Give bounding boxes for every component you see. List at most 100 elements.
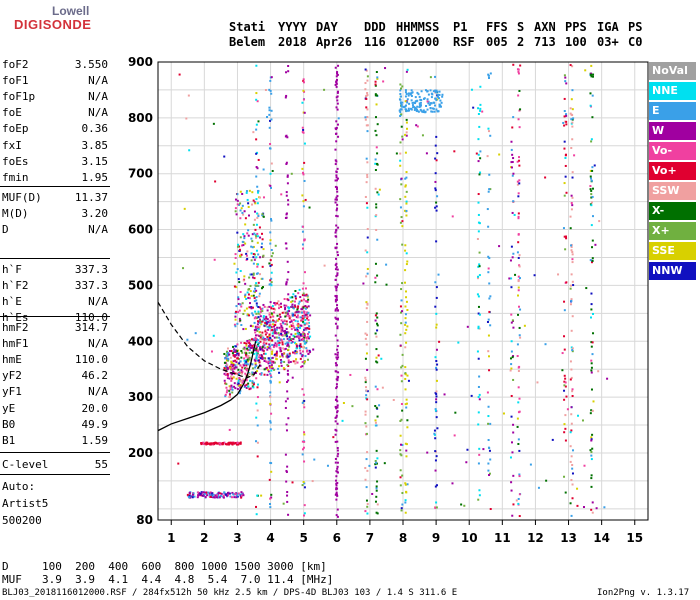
echo-point (296, 323, 299, 326)
echo-point (335, 378, 338, 381)
echo-point (228, 492, 231, 495)
echo-point (284, 334, 287, 337)
echo-point (245, 355, 248, 358)
echo-point (299, 316, 302, 319)
echo-point (365, 499, 368, 502)
echo-point (251, 306, 254, 309)
echo-point (571, 349, 574, 352)
echo-point (225, 359, 228, 362)
echo-point (286, 174, 289, 177)
echo-point (271, 305, 274, 308)
echo-point (251, 246, 254, 249)
echo-point (374, 421, 377, 424)
echo-point (204, 496, 207, 499)
echo-point (375, 103, 378, 106)
echo-point (477, 312, 480, 315)
echo-point (435, 326, 438, 329)
echo-point (477, 113, 480, 116)
echo-point (270, 219, 273, 222)
echo-point (268, 305, 271, 308)
echo-point (271, 356, 274, 359)
echo-point (234, 359, 237, 362)
echo-point (364, 413, 367, 416)
echo-point (261, 307, 264, 310)
echo-point (299, 333, 302, 336)
echo-point (405, 214, 408, 217)
echo-point (418, 95, 421, 98)
echo-point (365, 334, 368, 337)
echo-point (436, 427, 439, 430)
echo-point (439, 99, 442, 102)
echo-point (399, 159, 402, 162)
echo-point (365, 157, 368, 160)
echo-point (335, 387, 338, 390)
echo-point (257, 383, 260, 386)
echo-point (269, 79, 272, 82)
echo-point (375, 228, 378, 231)
echo-point (517, 401, 520, 404)
echo-point (247, 202, 250, 205)
echo-point (234, 198, 237, 201)
echo-point (518, 334, 521, 337)
echo-point (404, 332, 407, 335)
echo-point (254, 316, 257, 319)
echo-point (240, 496, 243, 499)
echo-point (351, 405, 354, 408)
echo-point (255, 505, 258, 508)
param-row-hes: h`Es 110.0 (2, 311, 108, 324)
echo-point (591, 501, 594, 504)
echo-point (243, 364, 246, 367)
echo-point (293, 314, 296, 317)
echo-point (376, 152, 379, 155)
x-tick-label: 13 (560, 531, 577, 545)
echo-point (302, 205, 305, 208)
echo-point (335, 160, 338, 163)
echo-point (254, 236, 257, 239)
echo-point (228, 393, 231, 396)
echo-point (258, 361, 261, 364)
echo-point (406, 325, 409, 328)
param-value: 3.20 (81, 207, 109, 221)
echo-point (237, 492, 240, 495)
echo-point (257, 342, 260, 345)
echo-point (376, 191, 379, 194)
echo-point (518, 397, 521, 400)
echo-point (489, 134, 492, 137)
echo-point (219, 492, 222, 495)
echo-point (302, 98, 305, 101)
header-value-year: 2018 (278, 35, 307, 49)
echo-point (296, 361, 299, 364)
echo-point (247, 214, 250, 217)
echo-point (404, 373, 407, 376)
echo-point (234, 325, 237, 328)
echo-point (258, 313, 261, 316)
echo-point (404, 321, 407, 324)
echo-point (335, 140, 338, 143)
echo-point (289, 321, 292, 324)
param-value: 3.85 (81, 138, 109, 152)
echo-point (238, 378, 241, 381)
echo-point (565, 120, 568, 123)
echo-point (305, 307, 308, 310)
echo-point (219, 494, 222, 497)
echo-point (250, 338, 253, 341)
echo-point (279, 322, 282, 325)
echo-point (283, 304, 286, 307)
echo-point (278, 313, 281, 316)
echo-point (489, 324, 492, 327)
echo-point (248, 349, 251, 352)
echo-point (273, 336, 276, 339)
echo-point (279, 350, 282, 353)
echo-point (336, 95, 339, 98)
echo-point (232, 493, 235, 496)
legend-item-ssw: SSW (649, 182, 696, 200)
echo-point (274, 332, 277, 335)
echo-point (589, 188, 592, 191)
echo-point (237, 368, 240, 371)
echo-point (260, 373, 263, 376)
echo-point (252, 131, 255, 134)
echo-point (188, 496, 191, 499)
echo-point (271, 335, 274, 338)
echo-point (297, 305, 300, 308)
echo-point (229, 388, 232, 391)
